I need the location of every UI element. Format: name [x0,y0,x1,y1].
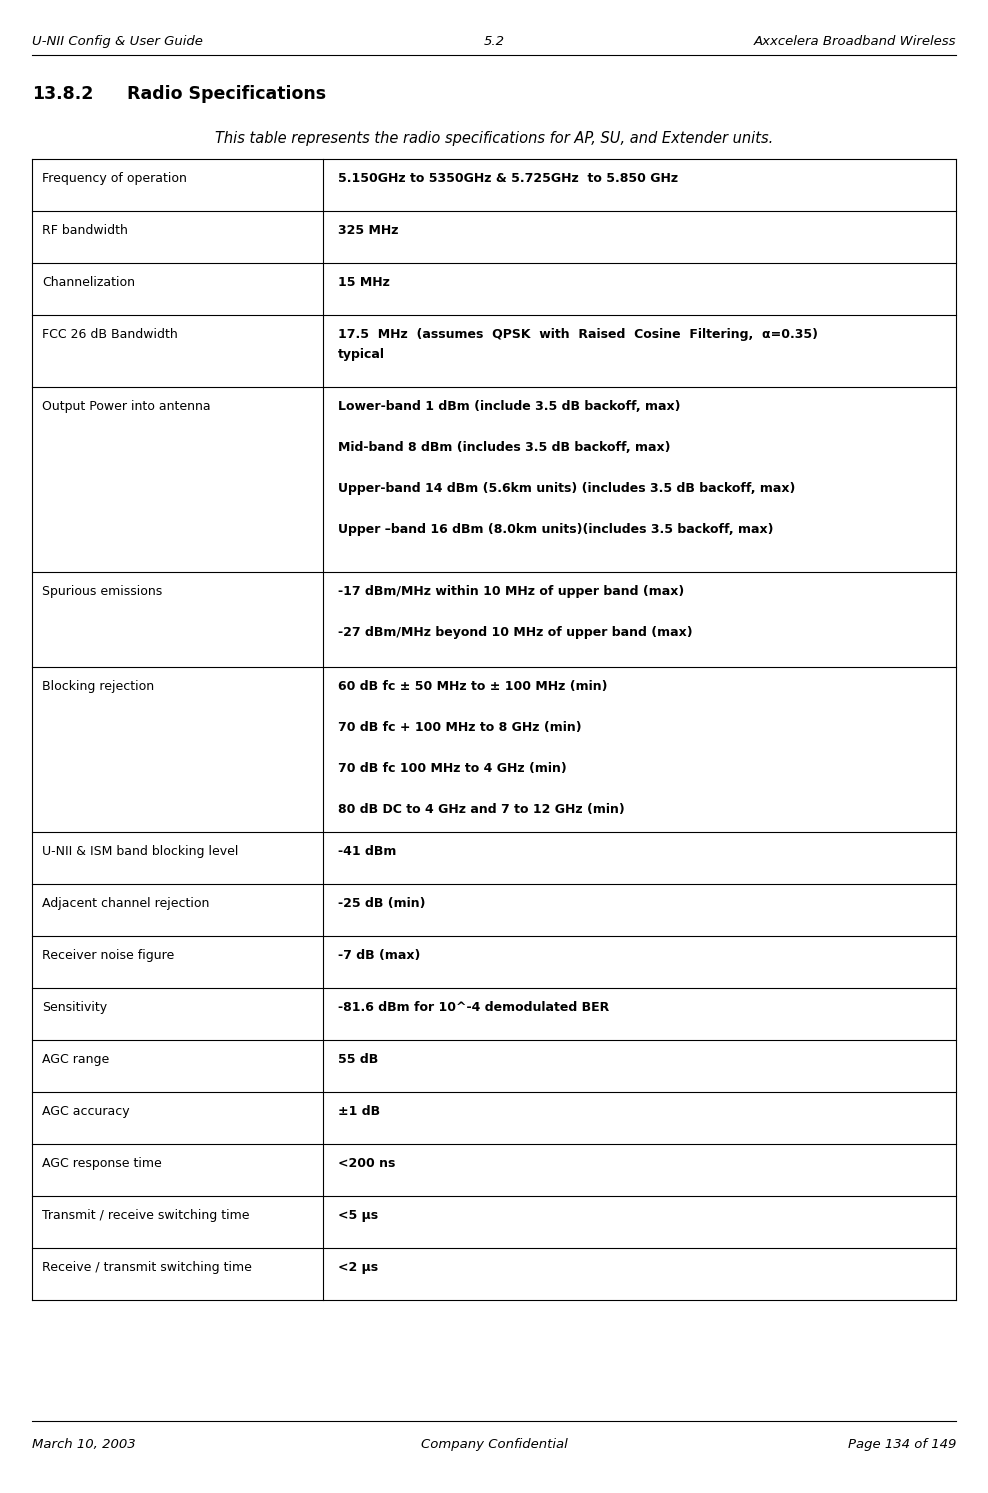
Text: -7 dB (max): -7 dB (max) [338,950,421,961]
Text: U-NII & ISM band blocking level: U-NII & ISM band blocking level [42,845,238,858]
Text: 17.5  MHz  (assumes  QPSK  with  Raised  Cosine  Filtering,  α=0.35)
typical: 17.5 MHz (assumes QPSK with Raised Cosin… [338,328,818,361]
Text: Output Power into antenna: Output Power into antenna [42,400,210,414]
Text: -81.6 dBm for 10^-4 demodulated BER: -81.6 dBm for 10^-4 demodulated BER [338,1000,610,1014]
Text: Blocking rejection: Blocking rejection [42,679,154,693]
Text: 325 MHz: 325 MHz [338,224,398,237]
Text: 60 dB fc ± 50 MHz to ± 100 MHz (min)

70 dB fc + 100 MHz to 8 GHz (min)

70 dB f: 60 dB fc ± 50 MHz to ± 100 MHz (min) 70 … [338,679,624,817]
Text: U-NII Config & User Guide: U-NII Config & User Guide [32,34,203,48]
Text: Frequency of operation: Frequency of operation [42,172,187,185]
Text: Radio Specifications: Radio Specifications [127,85,326,103]
Text: Receiver noise figure: Receiver noise figure [42,950,174,961]
Text: Page 134 of 149: Page 134 of 149 [848,1438,956,1451]
Text: -25 dB (min): -25 dB (min) [338,897,426,911]
Text: -41 dBm: -41 dBm [338,845,396,858]
Text: AGC accuracy: AGC accuracy [42,1105,129,1118]
Text: Lower-band 1 dBm (include 3.5 dB backoff, max)

Mid-band 8 dBm (includes 3.5 dB : Lower-band 1 dBm (include 3.5 dB backoff… [338,400,795,536]
Text: Spurious emissions: Spurious emissions [42,585,162,599]
Text: Sensitivity: Sensitivity [42,1000,107,1014]
Text: FCC 26 dB Bandwidth: FCC 26 dB Bandwidth [42,328,178,340]
Text: Company Confidential: Company Confidential [421,1438,567,1451]
Text: <5 µs: <5 µs [338,1209,378,1221]
Text: 5.2: 5.2 [483,34,505,48]
Text: <2 µs: <2 µs [338,1262,378,1274]
Text: Axxcelera Broadband Wireless: Axxcelera Broadband Wireless [754,34,956,48]
Text: Adjacent channel rejection: Adjacent channel rejection [42,897,209,911]
Text: 5.150GHz to 5350GHz & 5.725GHz  to 5.850 GHz: 5.150GHz to 5350GHz & 5.725GHz to 5.850 … [338,172,678,185]
Text: This table represents the radio specifications for AP, SU, and Extender units.: This table represents the radio specific… [214,131,774,146]
Text: Channelization: Channelization [42,276,135,290]
Text: 55 dB: 55 dB [338,1053,378,1066]
Text: AGC range: AGC range [42,1053,110,1066]
Text: -17 dBm/MHz within 10 MHz of upper band (max)

-27 dBm/MHz beyond 10 MHz of uppe: -17 dBm/MHz within 10 MHz of upper band … [338,585,693,639]
Text: 13.8.2: 13.8.2 [32,85,94,103]
Text: March 10, 2003: March 10, 2003 [32,1438,135,1451]
Text: Receive / transmit switching time: Receive / transmit switching time [42,1262,252,1274]
Text: <200 ns: <200 ns [338,1157,395,1171]
Text: Transmit / receive switching time: Transmit / receive switching time [42,1209,250,1221]
Text: AGC response time: AGC response time [42,1157,162,1171]
Text: RF bandwidth: RF bandwidth [42,224,127,237]
Text: 15 MHz: 15 MHz [338,276,390,290]
Text: ±1 dB: ±1 dB [338,1105,380,1118]
